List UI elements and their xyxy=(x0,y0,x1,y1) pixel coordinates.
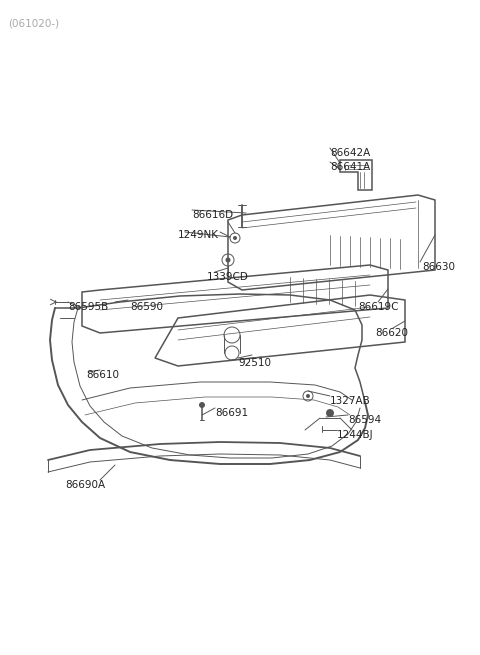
Text: 86616D: 86616D xyxy=(192,210,233,220)
Text: 86610: 86610 xyxy=(86,370,119,380)
Text: 92510: 92510 xyxy=(238,358,271,368)
Text: 1249NK: 1249NK xyxy=(178,230,219,240)
Text: 86641A: 86641A xyxy=(330,162,370,172)
Text: 1244BJ: 1244BJ xyxy=(337,430,373,440)
Circle shape xyxy=(199,402,205,408)
Text: 86620: 86620 xyxy=(375,328,408,338)
Text: (061020-): (061020-) xyxy=(8,18,59,28)
Text: 86690A: 86690A xyxy=(65,480,105,490)
Circle shape xyxy=(233,236,237,240)
Text: 86630: 86630 xyxy=(422,262,455,272)
Circle shape xyxy=(306,394,310,398)
Text: 86642A: 86642A xyxy=(330,148,370,158)
Text: 86594: 86594 xyxy=(348,415,381,425)
Circle shape xyxy=(326,409,334,417)
Text: 1339CD: 1339CD xyxy=(207,272,249,282)
Text: 86595B: 86595B xyxy=(68,302,108,312)
Text: 86691: 86691 xyxy=(215,408,248,418)
Circle shape xyxy=(226,257,230,263)
Text: 86619C: 86619C xyxy=(358,302,398,312)
Text: 86590: 86590 xyxy=(130,302,163,312)
Text: 1327AB: 1327AB xyxy=(330,396,371,406)
